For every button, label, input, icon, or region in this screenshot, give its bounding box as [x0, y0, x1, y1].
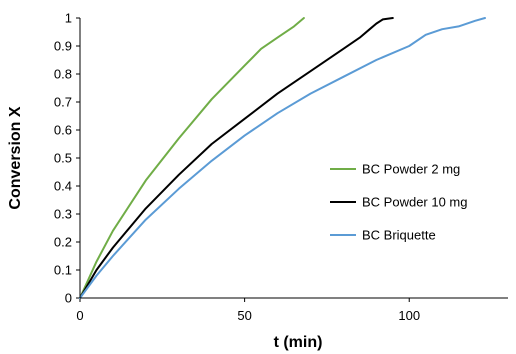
series-line-1 [79, 17, 305, 299]
y-tick-label: 1 [65, 11, 72, 26]
y-tick-label: 0.7 [54, 95, 72, 110]
y-tick-label: 0.4 [54, 179, 72, 194]
y-tick-label: 0.9 [54, 39, 72, 54]
y-tick-label: 0 [65, 291, 72, 306]
y-tick-label: 0.8 [54, 67, 72, 82]
series-line-2 [79, 17, 394, 299]
x-axis-ticks: 0 50 100 [76, 298, 420, 323]
y-tick-label: 0.5 [54, 151, 72, 166]
series-line-3 [79, 17, 486, 299]
y-tick-label: 0.6 [54, 123, 72, 138]
series-layer [79, 17, 486, 299]
x-tick-label: 50 [237, 308, 251, 323]
x-axis-title: t (min) [274, 334, 323, 351]
y-axis-ticks: 0 0.1 0.2 0.3 0.4 0.5 0.6 0.7 0.8 0.9 1 [54, 11, 80, 306]
legend-label: BC Powder 2 mg [362, 162, 460, 177]
x-tick-label: 0 [76, 308, 83, 323]
y-tick-label: 0.3 [54, 207, 72, 222]
x-tick-label: 100 [398, 308, 420, 323]
y-axis-title: Conversion X [7, 106, 24, 209]
legend: BC Powder 2 mg BC Powder 10 mg BC Briquett… [330, 162, 468, 243]
y-tick-label: 0.2 [54, 235, 72, 250]
legend-label: BC Briquette [362, 228, 436, 243]
y-tick-label: 0.1 [54, 263, 72, 278]
legend-label: BC Powder 10 mg [362, 195, 468, 210]
